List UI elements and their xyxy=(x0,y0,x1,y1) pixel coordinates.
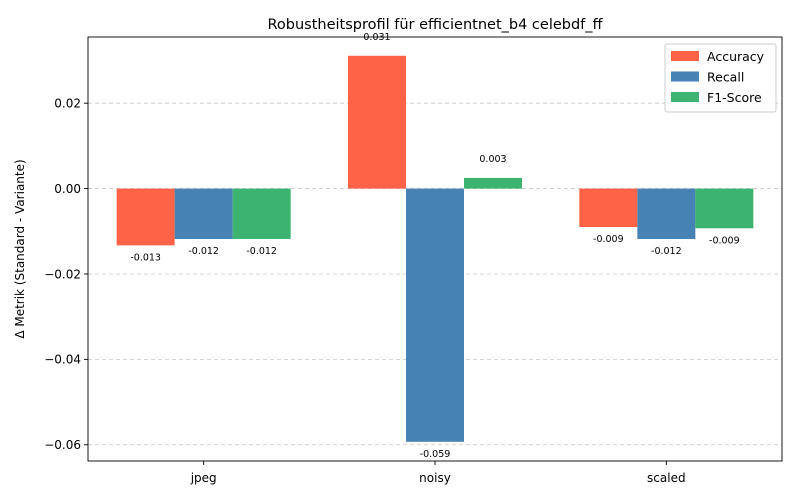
x-tick-label: scaled xyxy=(647,471,686,485)
x-tick-label: jpeg xyxy=(190,471,217,485)
bar-value-label: -0.012 xyxy=(246,246,277,257)
bar-value-label: -0.059 xyxy=(420,449,451,460)
bar-accuracy xyxy=(348,55,406,189)
bar-f1-score xyxy=(232,188,291,239)
legend: Accuracy Recall F1-Score xyxy=(664,43,777,113)
y-tick-label: −0.02 xyxy=(44,267,81,281)
bar-value-label: 0.003 xyxy=(479,154,506,165)
bar-accuracy xyxy=(579,188,638,228)
bar-recall xyxy=(406,188,464,442)
bar-value-label: -0.009 xyxy=(593,234,624,245)
y-tick-label: 0.00 xyxy=(54,182,81,196)
y-axis-ticks: −0.06 −0.04 −0.02 0.00 0.02 xyxy=(44,96,88,452)
legend-swatch xyxy=(671,51,699,61)
legend-swatch xyxy=(671,71,699,82)
bar-value-label: -0.012 xyxy=(651,246,682,257)
legend-swatch xyxy=(671,92,699,102)
y-tick-label: 0.02 xyxy=(54,96,81,110)
bar-f1-score xyxy=(464,177,522,189)
y-axis-label: Δ Metrik (Standard - Variante) xyxy=(13,159,27,338)
legend-entry-label: F1-Score xyxy=(707,90,762,105)
y-tick-label: −0.04 xyxy=(44,353,81,367)
bars xyxy=(116,55,754,442)
legend-entry-label: Accuracy xyxy=(707,49,765,64)
bar-value-label: -0.012 xyxy=(188,246,219,257)
bar-accuracy xyxy=(116,188,175,246)
bar-recall xyxy=(174,188,233,239)
bar-recall xyxy=(637,188,696,239)
bar-f1-score xyxy=(695,188,754,229)
x-axis-ticks: jpeg noisy scaled xyxy=(190,461,686,485)
chart-title: Robustheitsprofil für efficientnet_b4 ce… xyxy=(267,17,603,33)
x-tick-label: noisy xyxy=(419,471,451,485)
bar-value-label: -0.013 xyxy=(130,252,161,263)
bar-value-label: -0.009 xyxy=(709,235,740,246)
y-tick-label: −0.06 xyxy=(44,438,81,452)
legend-entry-label: Recall xyxy=(707,70,744,85)
